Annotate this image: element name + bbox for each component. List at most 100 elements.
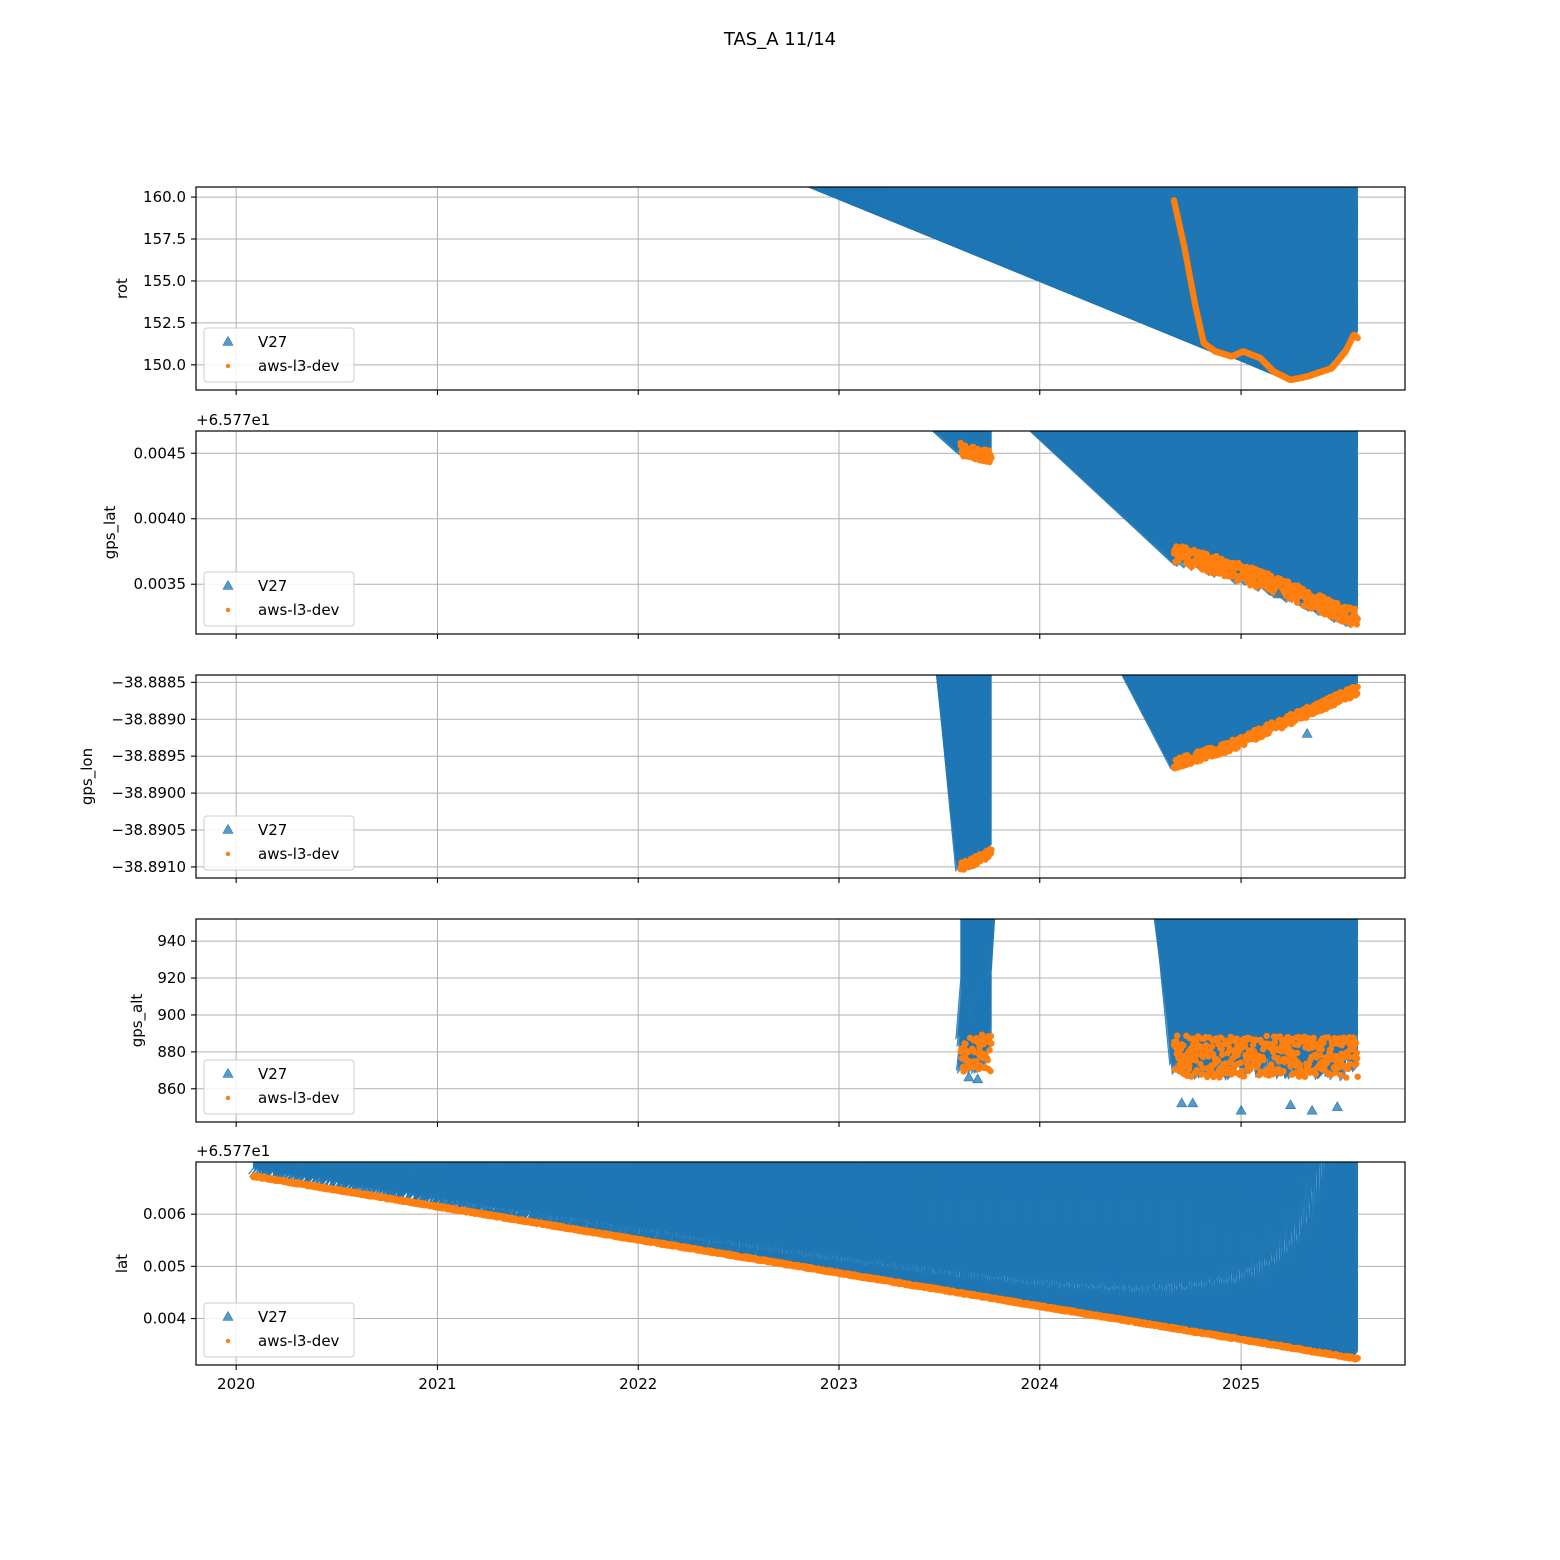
data-point-v27 bbox=[949, 431, 983, 455]
data-point-v27 bbox=[546, 1162, 582, 1226]
data-point-v27 bbox=[418, 1162, 447, 1205]
data-point-v27 bbox=[1154, 675, 1208, 755]
data-point-v27 bbox=[1129, 675, 1185, 767]
data-point-aws-l3-dev bbox=[988, 846, 995, 853]
axes-frame bbox=[195, 430, 1406, 635]
data-point-v27 bbox=[967, 919, 983, 1069]
data-point-v27 bbox=[550, 1162, 587, 1227]
data-point-v27 bbox=[309, 1162, 327, 1185]
data-point-v27 bbox=[338, 1162, 361, 1192]
data-point-v27 bbox=[417, 1162, 447, 1205]
data-point-v27 bbox=[559, 1162, 596, 1228]
data-point-v27 bbox=[549, 1162, 585, 1224]
data-point-aws-l3-dev bbox=[1217, 1034, 1225, 1041]
data-point-aws-l3-dev bbox=[1203, 550, 1210, 558]
data-point-v27 bbox=[416, 1162, 446, 1205]
data-point-v27 bbox=[321, 1162, 342, 1189]
data-point-v27 bbox=[1126, 675, 1180, 762]
data-point-v27 bbox=[1193, 675, 1245, 744]
y-tick-label: −38.8900 bbox=[111, 784, 186, 802]
data-point-v27 bbox=[286, 1162, 303, 1183]
data-point-v27 bbox=[536, 1162, 571, 1223]
data-point-v27 bbox=[406, 1162, 432, 1201]
data-point-v27 bbox=[251, 1162, 265, 1179]
data-point-v27 bbox=[1102, 187, 1175, 201]
data-point-v27 bbox=[1229, 675, 1272, 724]
data-point-v27 bbox=[422, 1162, 451, 1204]
data-point-v27 bbox=[318, 1162, 340, 1190]
data-point-v27 bbox=[1259, 675, 1301, 719]
data-point-v27 bbox=[950, 431, 985, 456]
data-point-v27-outlier bbox=[1301, 727, 1313, 738]
data-point-v27 bbox=[526, 1162, 562, 1223]
data-point-v27 bbox=[1122, 675, 1176, 765]
data-point-v27 bbox=[336, 1162, 357, 1190]
data-point-v27 bbox=[401, 1162, 431, 1205]
data-point-v27 bbox=[477, 1162, 512, 1217]
data-point-v27 bbox=[588, 1162, 627, 1234]
data-point-aws-l3-dev bbox=[1320, 1039, 1327, 1047]
data-point-v27 bbox=[357, 1162, 380, 1193]
data-point-v27 bbox=[342, 1162, 363, 1190]
data-point-v27 bbox=[429, 1162, 460, 1208]
figure-title: TAS_A 11/14 bbox=[723, 29, 836, 50]
data-point-v27 bbox=[269, 1162, 285, 1181]
data-point-v27 bbox=[462, 1162, 495, 1212]
data-point-v27 bbox=[380, 1162, 406, 1198]
data-point-v27 bbox=[374, 1162, 401, 1200]
data-point-v27 bbox=[1124, 675, 1179, 768]
data-point-v27 bbox=[276, 1162, 294, 1183]
data-point-aws-l3-dev bbox=[1204, 1073, 1211, 1081]
data-point-v27 bbox=[466, 1162, 499, 1215]
data-point-v27 bbox=[341, 1162, 365, 1193]
y-tick-label: 155.0 bbox=[143, 272, 186, 290]
data-point-v27 bbox=[314, 1162, 333, 1186]
data-point-v27 bbox=[475, 1162, 507, 1213]
data-point-v27 bbox=[585, 1162, 624, 1234]
data-point-v27 bbox=[364, 1162, 389, 1196]
data-point-v27 bbox=[601, 1162, 641, 1237]
series-V27 bbox=[935, 675, 1359, 872]
data-point-v27 bbox=[398, 1162, 427, 1204]
data-point-v27 bbox=[1212, 675, 1260, 734]
data-point-v27 bbox=[448, 1162, 480, 1211]
data-point-aws-l3-dev bbox=[1300, 1068, 1307, 1075]
data-point-v27 bbox=[371, 1162, 398, 1200]
data-point-v27 bbox=[414, 1162, 442, 1203]
data-point-v27 bbox=[590, 1162, 627, 1231]
data-point-v27 bbox=[1182, 675, 1233, 744]
data-point-v27 bbox=[425, 1162, 456, 1208]
data-point-v27 bbox=[1207, 675, 1253, 731]
data-point-v27 bbox=[1235, 675, 1281, 728]
data-point-v27 bbox=[318, 1162, 339, 1190]
data-point-v27 bbox=[321, 1162, 340, 1187]
data-point-v27 bbox=[1191, 1162, 1210, 1332]
data-point-v27 bbox=[376, 1162, 402, 1199]
data-point-v27 bbox=[964, 919, 979, 1067]
data-point-aws-l3-dev bbox=[1199, 1065, 1206, 1072]
data-point-aws-l3-dev bbox=[986, 1047, 993, 1054]
data-point-v27 bbox=[506, 1162, 541, 1220]
data-point-v27 bbox=[336, 1162, 358, 1191]
data-point-v27 bbox=[296, 1162, 313, 1184]
data-point-v27 bbox=[303, 1162, 321, 1185]
data-point-v27 bbox=[568, 1162, 605, 1229]
legend-marker-aws-l3-dev bbox=[225, 1095, 231, 1101]
data-point-v27 bbox=[1131, 675, 1187, 766]
y-axis-label: gps_alt bbox=[128, 994, 147, 1048]
data-point-v27 bbox=[378, 1162, 405, 1199]
legend-frame bbox=[203, 327, 355, 383]
data-point-v27 bbox=[1233, 1162, 1248, 1337]
data-point-v27 bbox=[1153, 675, 1207, 757]
data-point-v27 bbox=[584, 1162, 623, 1234]
data-point-v27 bbox=[1215, 675, 1264, 735]
data-point-v27 bbox=[579, 1162, 617, 1232]
data-point-v27 bbox=[541, 1162, 577, 1225]
data-point-v27 bbox=[602, 1162, 640, 1234]
data-point-v27 bbox=[451, 1162, 483, 1210]
data-point-v27 bbox=[1127, 675, 1181, 765]
data-point-aws-l3-dev bbox=[1354, 615, 1361, 622]
data-point-v27 bbox=[432, 1162, 462, 1206]
data-point-aws-l3-dev bbox=[1214, 1057, 1222, 1064]
data-point-v27 bbox=[1157, 675, 1212, 757]
